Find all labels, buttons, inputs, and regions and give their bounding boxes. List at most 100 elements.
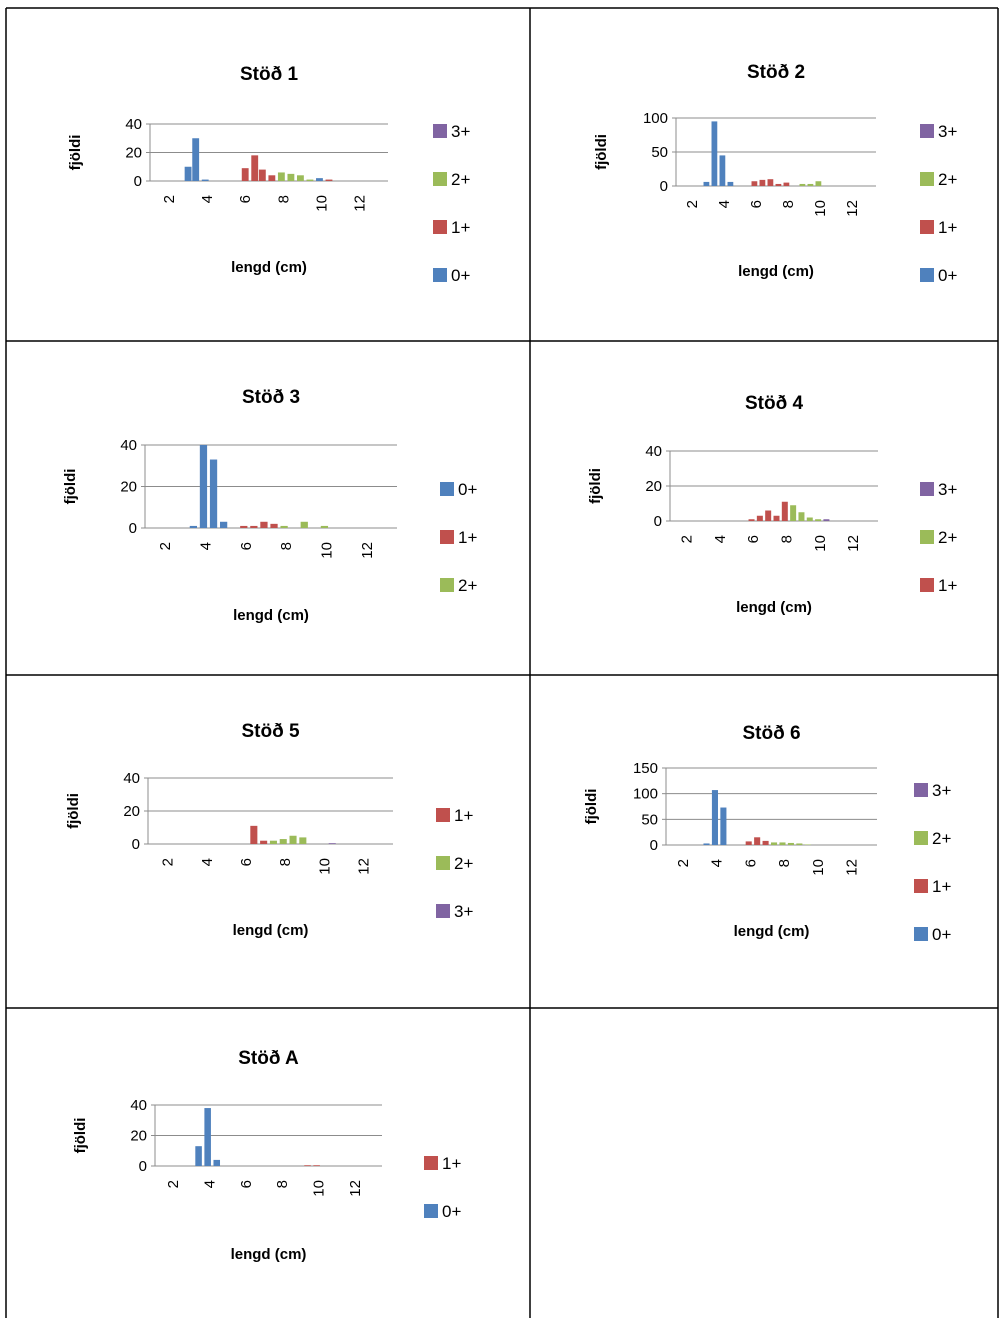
legend-label: 3+ [938,122,957,141]
chart-title: Stöð 1 [240,64,298,85]
bar-0plus [219,521,228,528]
x-tick-label: 2 [165,1180,182,1188]
legend-item: 0+ [433,266,470,285]
legend-swatch [440,530,454,544]
chart-svg: Stöð 4 0 20 40 fjöldi 2 4 6 8 10 12 lengd (cm) 3+ 2+ 1… [587,393,957,616]
bar-1plus [762,840,769,845]
chart-svg: Stöð 5 0 20 40 fjöldi 2 4 6 8 10 12 lengd (cm) 1+ 2+ 3… [65,721,473,939]
legend-swatch [440,578,454,592]
legend-item: 1+ [433,218,470,237]
bar-1plus [325,179,333,181]
legend-item: 1+ [920,576,957,595]
bar-2plus [770,842,778,845]
y-tick-label: 40 [125,116,142,133]
y-tick-label: 0 [654,513,662,530]
bar-0plus [192,138,200,181]
bar-0plus [703,843,710,845]
bar-3plus [823,519,830,521]
bar-1plus [251,155,259,181]
legend-swatch [914,927,928,941]
legend-item: 1+ [914,877,951,896]
bar-0plus [720,807,727,845]
y-tick-label: 0 [129,520,137,537]
x-tick-label: 4 [199,858,216,866]
legend-label: 3+ [451,122,470,141]
x-axis-label: lengd (cm) [231,259,307,276]
x-tick-label: 10 [812,535,829,552]
bar-2plus [300,521,308,528]
bar-2plus [280,525,288,528]
y-tick-label: 20 [120,479,137,496]
chart-cell-2: Stöð 2 0 50 100 fjöldi 2 4 6 8 10 12 lengd (cm) 3+ 2+… [530,8,998,341]
x-axis-label: lengd (cm) [734,923,810,940]
bar-2plus [799,183,806,186]
legend-swatch [920,578,934,592]
x-tick-label: 10 [316,858,333,875]
bar-0plus [316,178,323,181]
y-tick-label: 20 [130,1128,147,1145]
y-tick-label: 20 [123,803,140,820]
legend-item: 0+ [920,266,957,285]
bar-2plus [320,525,329,528]
legend-label: 1+ [451,218,470,237]
chart-title: Stöð 4 [745,393,803,414]
chart-cell-4: Stöð 4 0 20 40 fjöldi 2 4 6 8 10 12 lengd (cm) 3+ 2+ 1… [530,341,998,675]
legend-item: 3+ [914,781,951,800]
x-tick-label: 2 [157,542,174,550]
x-tick-label: 4 [716,200,733,208]
bar-2plus [299,837,307,844]
x-tick-label: 4 [199,195,216,203]
bar-0plus [703,181,710,186]
x-tick-label: 10 [318,542,335,559]
y-tick-label: 0 [132,836,140,853]
y-tick-label: 0 [660,178,668,195]
x-tick-label: 8 [278,542,295,550]
chart-svg: Stöð A 0 20 40 fjöldi 2 4 6 8 10 12 lengd (cm) 1+ 0+ [72,1048,461,1263]
legend-item: 1+ [920,218,957,237]
bar-2plus [815,519,822,521]
x-tick-label: 8 [274,1180,291,1188]
y-axis-label: fjöldi [65,793,82,829]
legend-item: 3+ [920,122,957,141]
legend-swatch [436,904,450,918]
x-tick-label: 12 [845,535,862,552]
chart-svg: Stöð 2 0 50 100 fjöldi 2 4 6 8 10 12 lengd (cm) 3+ 2+… [593,62,957,285]
y-tick-label: 0 [650,837,658,854]
bar-0plus [727,181,734,186]
legend-label: 2+ [938,528,957,547]
legend-item: 3+ [436,902,473,921]
bar-0plus [209,459,218,528]
legend-swatch [436,856,450,870]
legend-swatch [920,172,934,186]
x-tick-label: 4 [709,859,726,867]
chart-title: Stöð 6 [742,723,800,744]
bar-2plus [790,505,797,521]
legend-swatch [914,831,928,845]
y-tick-label: 40 [123,770,140,787]
bar-0plus [189,525,198,528]
legend-swatch [920,530,934,544]
bar-0plus [199,445,208,528]
legend-item: 2+ [433,170,470,189]
bar-0plus [204,1108,211,1166]
bar-1plus [754,837,761,845]
x-tick-label: 6 [238,858,255,866]
chart-cell-6: Stöð 6 0 50 100 150 fjöldi 2 4 6 8 10 12 lengd (cm) 3… [530,675,998,1008]
y-tick-label: 40 [120,437,137,454]
y-tick-label: 100 [633,786,658,803]
legend-item: 0+ [914,925,951,944]
y-axis-label: fjöldi [72,1118,89,1154]
x-tick-label: 6 [742,859,759,867]
x-tick-label: 10 [310,1180,327,1197]
bar-2plus [277,172,285,181]
legend-label: 1+ [454,806,473,825]
y-tick-label: 100 [643,110,668,127]
chart-title: Stöð 5 [241,721,299,742]
x-tick-label: 12 [844,200,861,217]
bar-2plus [306,179,314,181]
y-tick-label: 40 [130,1097,147,1114]
chart-title: Stöð 3 [242,387,300,408]
y-tick-label: 150 [633,760,658,777]
legend-label: 1+ [458,528,477,547]
